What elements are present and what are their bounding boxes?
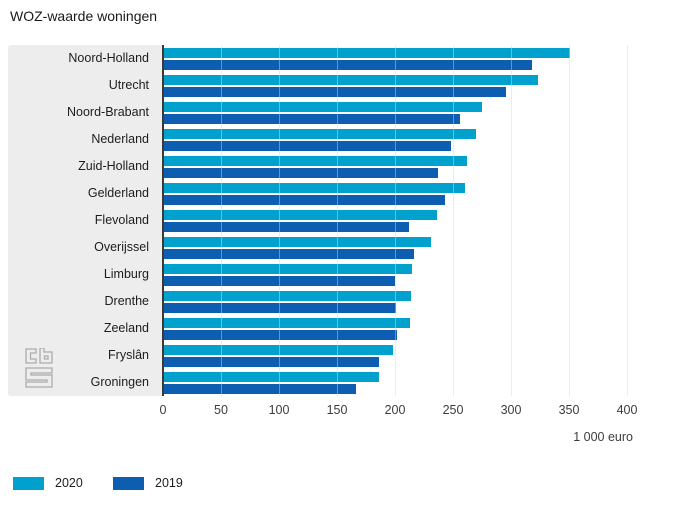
- gridline-overlay-350: [569, 45, 570, 396]
- gridline-250: [453, 45, 454, 396]
- gridline-overlay-250: [453, 45, 454, 396]
- bar-2020-noord-brabant: [163, 102, 482, 112]
- gridline-50: [221, 45, 222, 396]
- gridline-100: [279, 45, 280, 396]
- bar-2019-gelderland: [163, 195, 445, 205]
- bar-2020-nederland: [163, 129, 477, 139]
- bar-2019-noord-holland: [163, 60, 532, 70]
- gridline-400: [627, 45, 628, 396]
- bar-2019-limburg: [163, 276, 395, 286]
- bar-2020-noord-holland: [163, 48, 571, 58]
- category-label-noord-brabant: Noord-Brabant: [67, 105, 149, 119]
- gridline-overlay-50: [221, 45, 222, 396]
- category-label-frysl-n: Fryslân: [108, 348, 149, 362]
- legend-item-2020: 2020: [13, 477, 113, 490]
- bar-2019-noord-brabant: [163, 114, 460, 124]
- gridline-200: [395, 45, 396, 396]
- category-label-groningen: Groningen: [90, 375, 149, 389]
- gridline-overlay-400: [627, 45, 628, 396]
- bar-2019-overijssel: [163, 249, 414, 259]
- gridline-overlay-150: [337, 45, 338, 396]
- bar-2019-frysl-n: [163, 357, 379, 367]
- category-label-gelderland: Gelderland: [87, 186, 149, 200]
- bar-2019-groningen: [163, 384, 356, 394]
- bar-2019-nederland: [163, 141, 451, 151]
- x-tick-label-350: 350: [558, 403, 580, 417]
- bar-2019-zuid-holland: [163, 168, 438, 178]
- legend-swatch-2020: [13, 477, 44, 490]
- x-tick-label-250: 250: [442, 403, 464, 417]
- bar-2020-zuid-holland: [163, 156, 467, 166]
- chart-title: WOZ-waarde woningen: [10, 8, 158, 24]
- bar-2020-zeeland: [163, 318, 411, 328]
- bar-2020-drenthe: [163, 291, 412, 301]
- bar-2019-flevoland: [163, 222, 409, 232]
- x-tick-label-100: 100: [268, 403, 290, 417]
- x-tick-label-150: 150: [326, 403, 348, 417]
- x-tick-label-0: 0: [159, 403, 167, 417]
- legend-swatch-2019: [113, 477, 144, 490]
- bar-2020-groningen: [163, 372, 379, 382]
- cbs-logo-icon: [25, 348, 53, 388]
- category-label-panel: Noord-Holland Utrecht Noord-Brabant Nederla…: [8, 45, 163, 396]
- bar-2020-limburg: [163, 264, 413, 274]
- category-label-zeeland: Zeeland: [103, 321, 149, 335]
- category-label-flevoland: Flevoland: [94, 213, 149, 227]
- legend-item-2019: 2019: [113, 477, 213, 490]
- legend-label-2020: 2020: [55, 476, 83, 490]
- y-axis-line: [162, 45, 164, 396]
- x-tick-label-50: 50: [214, 403, 228, 417]
- bar-2019-drenthe: [163, 303, 397, 313]
- gridline-350: [569, 45, 570, 396]
- bar-2019-zeeland: [163, 330, 398, 340]
- gridline-overlay-300: [511, 45, 512, 396]
- plot-area: [162, 45, 633, 396]
- category-label-drenthe: Drenthe: [104, 294, 149, 308]
- bar-2020-utrecht: [163, 75, 538, 85]
- gridline-300: [511, 45, 512, 396]
- bar-2020-overijssel: [163, 237, 431, 247]
- x-axis-unit-label: 1 000 euro: [573, 430, 633, 444]
- gridline-overlay-200: [395, 45, 396, 396]
- category-label-overijssel: Overijssel: [94, 240, 149, 254]
- bar-2019-utrecht: [163, 87, 507, 97]
- legend: 2020 2019: [13, 477, 213, 490]
- x-tick-label-400: 400: [616, 403, 638, 417]
- category-label-limburg: Limburg: [103, 267, 149, 281]
- bar-2020-flevoland: [163, 210, 437, 220]
- category-label-zuid-holland: Zuid-Holland: [78, 159, 149, 173]
- x-tick-label-300: 300: [500, 403, 522, 417]
- category-label-noord-holland: Noord-Holland: [68, 51, 149, 65]
- category-label-utrecht: Utrecht: [108, 78, 149, 92]
- gridline-150: [337, 45, 338, 396]
- category-label-nederland: Nederland: [91, 132, 149, 146]
- gridline-overlay-100: [279, 45, 280, 396]
- bar-2020-gelderland: [163, 183, 465, 193]
- bar-2020-frysl-n: [163, 345, 393, 355]
- legend-label-2019: 2019: [155, 476, 183, 490]
- x-tick-label-200: 200: [384, 403, 406, 417]
